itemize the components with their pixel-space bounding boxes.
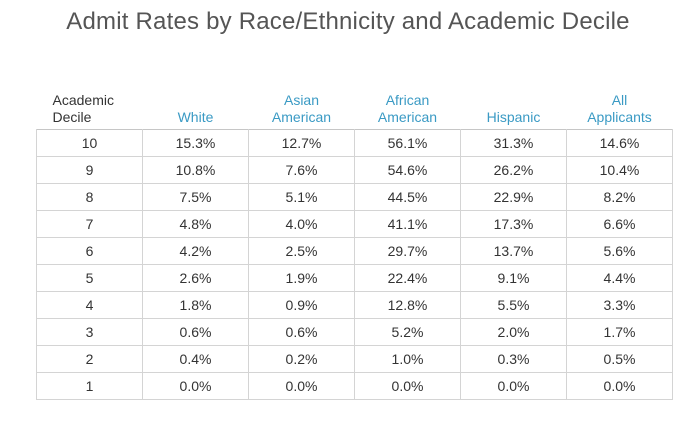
table-row: 1 0.0% 0.0% 0.0% 0.0% 0.0% bbox=[36, 372, 673, 400]
table-cell-all-applicants: 0.5% bbox=[566, 345, 673, 373]
column-header-line2: Hispanic bbox=[486, 109, 541, 125]
table-cell-academic-decile: 7 bbox=[36, 210, 143, 238]
table-cell-white: 15.3% bbox=[142, 129, 249, 157]
table-cell-african-american: 44.5% bbox=[354, 183, 461, 211]
table-cell-asian-american: 5.1% bbox=[248, 183, 355, 211]
table-cell-all-applicants: 6.6% bbox=[566, 210, 673, 238]
table-cell-academic-decile: 6 bbox=[36, 237, 143, 265]
table-cell-african-american: 22.4% bbox=[354, 264, 461, 292]
table-cell-academic-decile: 4 bbox=[36, 291, 143, 319]
table-row: 10 15.3% 12.7% 56.1% 31.3% 14.6% bbox=[36, 129, 673, 157]
table-cell-asian-american: 2.5% bbox=[248, 237, 355, 265]
admit-rates-table: Academic Decile White Asian American Afr… bbox=[36, 86, 673, 400]
table-cell-white: 4.2% bbox=[142, 237, 249, 265]
column-header-line1: Academic bbox=[52, 92, 114, 108]
column-header-line2: Decile bbox=[52, 109, 92, 125]
table-row: 4 1.8% 0.9% 12.8% 5.5% 3.3% bbox=[36, 291, 673, 319]
table-cell-asian-american: 0.2% bbox=[248, 345, 355, 373]
table-cell-all-applicants: 3.3% bbox=[566, 291, 673, 319]
table-cell-hispanic: 2.0% bbox=[460, 318, 567, 346]
column-header-line2: American bbox=[377, 109, 438, 125]
table-header-row: Academic Decile White Asian American Afr… bbox=[37, 86, 673, 130]
table-cell-all-applicants: 1.7% bbox=[566, 318, 673, 346]
table-cell-african-american: 0.0% bbox=[354, 372, 461, 400]
table-cell-all-applicants: 10.4% bbox=[566, 156, 673, 184]
table-cell-white: 10.8% bbox=[142, 156, 249, 184]
table-cell-african-american: 1.0% bbox=[354, 345, 461, 373]
table-cell-all-applicants: 5.6% bbox=[566, 237, 673, 265]
table-cell-academic-decile: 1 bbox=[36, 372, 143, 400]
table-cell-all-applicants: 0.0% bbox=[566, 372, 673, 400]
column-header-line1: Asian bbox=[283, 92, 320, 108]
admit-rates-table-container: Academic Decile White Asian American Afr… bbox=[36, 86, 673, 400]
table-cell-academic-decile: 9 bbox=[36, 156, 143, 184]
table-cell-african-american: 41.1% bbox=[354, 210, 461, 238]
table-cell-hispanic: 31.3% bbox=[460, 129, 567, 157]
table-cell-white: 7.5% bbox=[142, 183, 249, 211]
column-header-line2: American bbox=[271, 109, 332, 125]
table-cell-academic-decile: 2 bbox=[36, 345, 143, 373]
table-cell-white: 1.8% bbox=[142, 291, 249, 319]
column-header-line1: African bbox=[385, 92, 430, 108]
column-header-line2: White bbox=[177, 109, 214, 125]
table-cell-white: 0.4% bbox=[142, 345, 249, 373]
table-row: 2 0.4% 0.2% 1.0% 0.3% 0.5% bbox=[36, 345, 673, 373]
table-cell-academic-decile: 10 bbox=[36, 129, 143, 157]
table-cell-all-applicants: 4.4% bbox=[566, 264, 673, 292]
column-header-asian-american: Asian American bbox=[249, 86, 355, 130]
table-cell-hispanic: 0.3% bbox=[460, 345, 567, 373]
page-title: Admit Rates by Race/Ethnicity and Academ… bbox=[66, 8, 630, 35]
table-row: 5 2.6% 1.9% 22.4% 9.1% 4.4% bbox=[36, 264, 673, 292]
table-row: 7 4.8% 4.0% 41.1% 17.3% 6.6% bbox=[36, 210, 673, 238]
table-cell-asian-american: 12.7% bbox=[248, 129, 355, 157]
table-cell-hispanic: 13.7% bbox=[460, 237, 567, 265]
table-cell-academic-decile: 3 bbox=[36, 318, 143, 346]
table-row: 6 4.2% 2.5% 29.7% 13.7% 5.6% bbox=[36, 237, 673, 265]
table-body: 10 15.3% 12.7% 56.1% 31.3% 14.6% 9 10.8% 7.6% 54.… bbox=[36, 129, 673, 400]
table-cell-hispanic: 5.5% bbox=[460, 291, 567, 319]
table-cell-african-american: 54.6% bbox=[354, 156, 461, 184]
column-header-line2: Applicants bbox=[587, 109, 652, 125]
table-cell-white: 0.0% bbox=[142, 372, 249, 400]
column-header-hispanic: Hispanic bbox=[461, 86, 567, 130]
table-cell-white: 4.8% bbox=[142, 210, 249, 238]
table-cell-all-applicants: 8.2% bbox=[566, 183, 673, 211]
table-cell-all-applicants: 14.6% bbox=[566, 129, 673, 157]
table-cell-hispanic: 17.3% bbox=[460, 210, 567, 238]
table-cell-asian-american: 0.6% bbox=[248, 318, 355, 346]
table-row: 3 0.6% 0.6% 5.2% 2.0% 1.7% bbox=[36, 318, 673, 346]
table-cell-asian-american: 7.6% bbox=[248, 156, 355, 184]
table-cell-academic-decile: 8 bbox=[36, 183, 143, 211]
table-cell-hispanic: 26.2% bbox=[460, 156, 567, 184]
table-row: 8 7.5% 5.1% 44.5% 22.9% 8.2% bbox=[36, 183, 673, 211]
table-cell-african-american: 5.2% bbox=[354, 318, 461, 346]
table-cell-african-american: 56.1% bbox=[354, 129, 461, 157]
table-cell-asian-american: 0.0% bbox=[248, 372, 355, 400]
table-cell-african-american: 12.8% bbox=[354, 291, 461, 319]
table-cell-hispanic: 22.9% bbox=[460, 183, 567, 211]
table-cell-hispanic: 0.0% bbox=[460, 372, 567, 400]
column-header-line1: All bbox=[611, 92, 628, 108]
table-cell-white: 2.6% bbox=[142, 264, 249, 292]
column-header-african-american: African American bbox=[355, 86, 461, 130]
table-cell-asian-american: 1.9% bbox=[248, 264, 355, 292]
column-header-white: White bbox=[143, 86, 249, 130]
column-header-academic-decile: Academic Decile bbox=[37, 86, 143, 130]
table-cell-white: 0.6% bbox=[142, 318, 249, 346]
table-cell-academic-decile: 5 bbox=[36, 264, 143, 292]
table-row: 9 10.8% 7.6% 54.6% 26.2% 10.4% bbox=[36, 156, 673, 184]
table-cell-asian-american: 0.9% bbox=[248, 291, 355, 319]
table-cell-hispanic: 9.1% bbox=[460, 264, 567, 292]
column-header-all-applicants: All Applicants bbox=[567, 86, 673, 130]
table-cell-african-american: 29.7% bbox=[354, 237, 461, 265]
table-cell-asian-american: 4.0% bbox=[248, 210, 355, 238]
